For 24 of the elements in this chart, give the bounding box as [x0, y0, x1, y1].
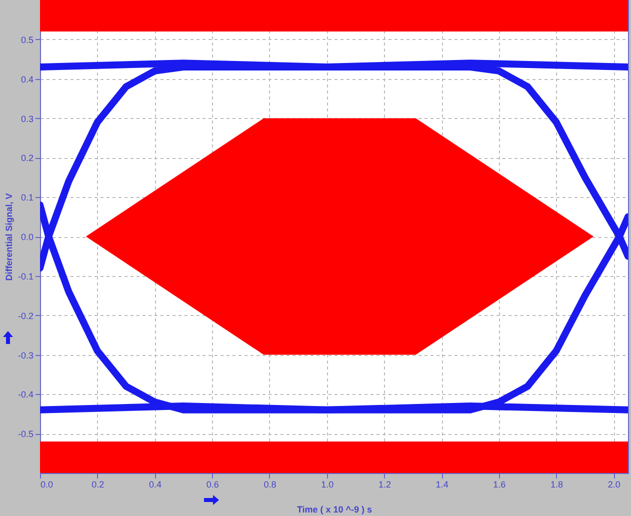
y-tick-label: 0.2 — [20, 153, 34, 164]
x-tick-label: 1.2 — [378, 480, 391, 490]
y-tick-label: 0.5 — [20, 34, 34, 45]
y-tick-label: 0.4 — [20, 74, 34, 84]
x-tick-label: 1.6 — [493, 480, 506, 490]
x-tick-label: 0.4 — [148, 480, 162, 490]
x-axis-title: Time ( x 10 ^-9 ) s — [296, 504, 372, 514]
x-tick-label: 0.6 — [206, 480, 219, 490]
x-tick-label: 1.0 — [321, 480, 334, 490]
y-tick-label: -0.4 — [18, 390, 34, 400]
y-tick-label: -0.5 — [18, 429, 34, 440]
x-tick-label: 0.2 — [92, 480, 104, 490]
y-tick-label: 0.0 — [20, 232, 34, 242]
x-tick-label: 0.8 — [264, 480, 276, 490]
y-tick-label: 0.1 — [20, 192, 34, 203]
y-tick-label: 0.3 — [20, 114, 34, 124]
y-tick-label: -0.3 — [18, 350, 34, 360]
y-tick-label: -0.1 — [18, 271, 34, 282]
y-axis-title: Differential Signal, V — [4, 193, 14, 281]
x-tick-label: 1.8 — [550, 480, 564, 490]
y-tick-label: -0.2 — [18, 310, 34, 321]
x-tick-label: 1.4 — [436, 480, 448, 490]
x-tick-label: 0.0 — [40, 480, 54, 490]
x-tick-label: 2.0 — [608, 480, 620, 490]
